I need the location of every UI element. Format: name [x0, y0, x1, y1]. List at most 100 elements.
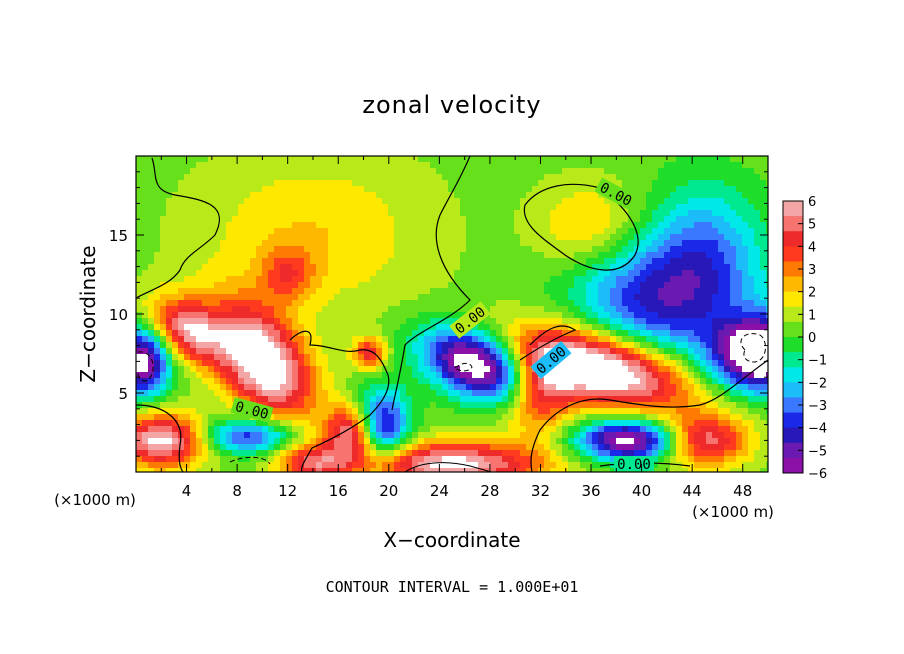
heat-cell	[562, 246, 569, 253]
heat-cell	[316, 366, 323, 373]
heat-cell	[334, 192, 341, 199]
heat-cell	[556, 252, 563, 259]
heat-cell	[400, 282, 407, 289]
heat-cell	[592, 228, 599, 235]
heat-cell	[526, 306, 533, 313]
heat-cell	[142, 192, 149, 199]
heat-cell	[400, 432, 407, 439]
heat-cell	[190, 426, 197, 433]
heat-cell	[310, 294, 317, 301]
heat-cell	[472, 168, 479, 175]
heat-cell	[334, 216, 341, 223]
heat-cell	[412, 228, 419, 235]
heat-cell	[448, 198, 455, 205]
heat-cell	[196, 396, 203, 403]
heat-cell	[484, 414, 491, 421]
heat-cell	[652, 246, 659, 253]
heat-cell	[646, 174, 653, 181]
heat-cell	[352, 312, 359, 319]
heat-cell	[610, 288, 617, 295]
heat-cell	[256, 360, 263, 367]
heat-cell	[502, 252, 509, 259]
heat-cell	[136, 354, 143, 361]
heat-cell	[694, 156, 701, 163]
heat-cell	[406, 300, 413, 307]
heat-cell	[562, 312, 569, 319]
heat-cell	[316, 348, 323, 355]
heat-cell	[694, 408, 701, 415]
heat-cell	[274, 426, 281, 433]
heat-cell	[682, 408, 689, 415]
heat-cell	[202, 276, 209, 283]
heat-cell	[424, 180, 431, 187]
heat-cell	[226, 306, 233, 313]
heat-cell	[550, 162, 557, 169]
heat-cell	[748, 222, 755, 229]
heat-cell	[478, 330, 485, 337]
heat-cell	[520, 186, 527, 193]
heat-cell	[736, 264, 743, 271]
heat-cell	[394, 210, 401, 217]
heat-cell	[298, 426, 305, 433]
heat-cell	[520, 306, 527, 313]
heat-cell	[382, 390, 389, 397]
heat-cell	[676, 210, 683, 217]
heat-cell	[634, 336, 641, 343]
heat-cell	[148, 192, 155, 199]
heat-cell	[508, 354, 515, 361]
heat-cell	[718, 216, 725, 223]
heat-cell	[262, 396, 269, 403]
heat-cell	[724, 348, 731, 355]
heat-cell	[766, 276, 768, 283]
heat-cell	[346, 372, 353, 379]
heat-cell	[220, 366, 227, 373]
heat-cell	[568, 408, 575, 415]
heat-cell	[430, 294, 437, 301]
heat-cell	[220, 360, 227, 367]
heat-cell	[724, 330, 731, 337]
heat-cell	[628, 240, 635, 247]
heat-cell	[454, 402, 461, 409]
heat-cell	[406, 252, 413, 259]
heat-cell	[256, 420, 263, 427]
heat-cell	[592, 180, 599, 187]
heat-cell	[592, 408, 599, 415]
heat-cell	[370, 180, 377, 187]
heat-cell	[754, 420, 761, 427]
heat-cell	[220, 426, 227, 433]
heat-cell	[694, 198, 701, 205]
heat-cell	[724, 252, 731, 259]
heat-cell	[580, 264, 587, 271]
heat-cell	[700, 330, 707, 337]
heat-cell	[304, 210, 311, 217]
heat-cell	[682, 414, 689, 421]
heat-cell	[592, 312, 599, 319]
heat-cell	[694, 390, 701, 397]
heat-cell	[196, 204, 203, 211]
heat-cell	[136, 228, 143, 235]
heat-cell	[136, 252, 143, 259]
heat-cell	[502, 402, 509, 409]
heat-cell	[214, 234, 221, 241]
heat-cell	[220, 294, 227, 301]
heat-cell	[184, 276, 191, 283]
heat-cell	[346, 336, 353, 343]
heat-cell	[640, 240, 647, 247]
heat-cell	[364, 318, 371, 325]
heat-cell	[736, 366, 743, 373]
heat-cell	[424, 378, 431, 385]
heat-cell	[406, 360, 413, 367]
heat-cell	[304, 306, 311, 313]
heat-cell	[166, 426, 173, 433]
heat-cell	[670, 372, 677, 379]
heat-cell	[154, 204, 161, 211]
heat-cell	[406, 348, 413, 355]
heat-cell	[706, 210, 713, 217]
heat-cell	[718, 420, 725, 427]
heat-cell	[682, 384, 689, 391]
heat-cell	[490, 390, 497, 397]
heat-cell	[436, 426, 443, 433]
heat-cell	[568, 216, 575, 223]
heat-cell	[196, 168, 203, 175]
heat-cell	[388, 168, 395, 175]
